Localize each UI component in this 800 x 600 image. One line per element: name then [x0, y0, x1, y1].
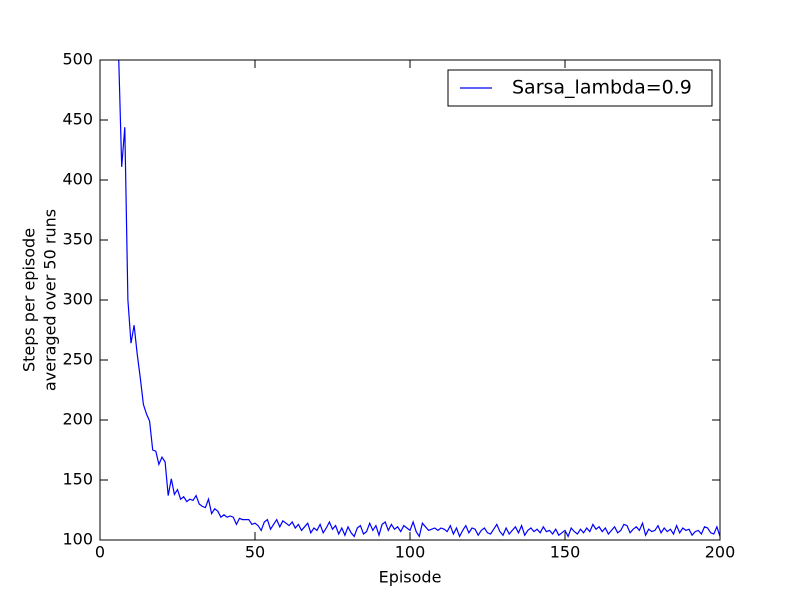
y-tick-label: 200 [62, 410, 93, 429]
x-tick-label: 0 [95, 543, 105, 562]
y-tick-label: 400 [62, 170, 93, 189]
y-tick-label: 150 [62, 470, 93, 489]
y-tick-label: 100 [62, 530, 93, 549]
data-line [118, 60, 720, 538]
y-tick-label: 250 [62, 350, 93, 369]
y-axis-label: averaged over 50 runs [41, 209, 60, 391]
legend-label: Sarsa_lambda=0.9 [512, 77, 692, 99]
x-tick-label: 200 [705, 543, 736, 562]
y-tick-label: 300 [62, 290, 93, 309]
y-tick-label: 350 [62, 230, 93, 249]
plot-frame [99, 59, 721, 541]
x-tick-label: 150 [550, 543, 581, 562]
x-tick-label: 100 [395, 543, 426, 562]
x-axis-label: Episode [379, 568, 442, 587]
x-tick-label: 50 [245, 543, 265, 562]
y-tick-label: 500 [62, 50, 93, 69]
y-tick-label: 450 [62, 110, 93, 129]
y-axis-label: Steps per episode [20, 228, 39, 372]
